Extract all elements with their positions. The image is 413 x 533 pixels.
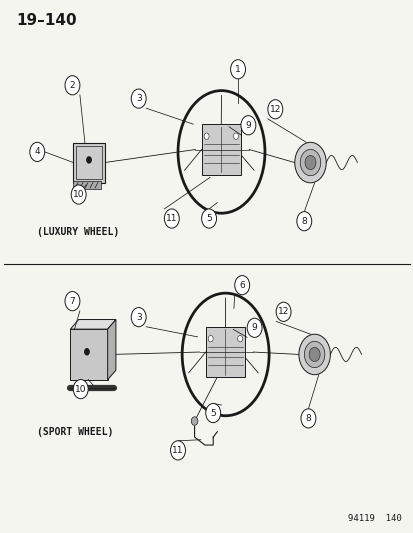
Text: 9: 9 xyxy=(251,324,257,332)
Circle shape xyxy=(204,133,209,139)
Circle shape xyxy=(86,156,92,164)
Circle shape xyxy=(300,409,315,428)
FancyBboxPatch shape xyxy=(205,327,244,377)
Circle shape xyxy=(84,348,90,356)
Circle shape xyxy=(299,149,320,176)
Circle shape xyxy=(304,341,324,368)
Polygon shape xyxy=(70,319,116,329)
Circle shape xyxy=(230,60,245,79)
Circle shape xyxy=(298,334,330,375)
Circle shape xyxy=(205,403,220,423)
Text: 3: 3 xyxy=(135,313,141,321)
Text: 9: 9 xyxy=(245,121,251,130)
Text: 1: 1 xyxy=(235,65,240,74)
Circle shape xyxy=(237,336,242,342)
Text: 94119  140: 94119 140 xyxy=(347,514,401,523)
Circle shape xyxy=(170,441,185,460)
Circle shape xyxy=(240,116,255,135)
Text: (LUXURY WHEEL): (LUXURY WHEEL) xyxy=(37,227,119,237)
FancyBboxPatch shape xyxy=(70,329,107,379)
Circle shape xyxy=(234,276,249,295)
Text: 4: 4 xyxy=(34,148,40,156)
Text: 7: 7 xyxy=(69,297,75,305)
Text: 12: 12 xyxy=(277,308,289,316)
Text: 5: 5 xyxy=(206,214,211,223)
Circle shape xyxy=(71,185,86,204)
Circle shape xyxy=(65,292,80,311)
Text: 12: 12 xyxy=(269,105,280,114)
Circle shape xyxy=(131,89,146,108)
Circle shape xyxy=(73,379,88,399)
Circle shape xyxy=(191,417,197,425)
Text: 19–140: 19–140 xyxy=(17,13,77,28)
Circle shape xyxy=(201,209,216,228)
Circle shape xyxy=(294,142,325,183)
Text: 2: 2 xyxy=(69,81,75,90)
Circle shape xyxy=(296,212,311,231)
Circle shape xyxy=(247,318,261,337)
FancyBboxPatch shape xyxy=(74,143,104,182)
Polygon shape xyxy=(107,319,116,379)
Text: 11: 11 xyxy=(172,446,183,455)
FancyBboxPatch shape xyxy=(201,124,240,175)
Text: 8: 8 xyxy=(305,414,311,423)
Circle shape xyxy=(275,302,290,321)
Circle shape xyxy=(233,133,238,139)
Text: 6: 6 xyxy=(239,281,244,289)
Text: 10: 10 xyxy=(73,190,84,199)
Circle shape xyxy=(304,156,315,169)
Circle shape xyxy=(131,308,146,327)
Circle shape xyxy=(208,336,213,342)
Circle shape xyxy=(164,209,179,228)
Text: 5: 5 xyxy=(210,409,216,417)
Circle shape xyxy=(267,100,282,119)
FancyBboxPatch shape xyxy=(74,181,101,189)
Text: 8: 8 xyxy=(301,217,306,225)
Circle shape xyxy=(65,76,80,95)
Text: 11: 11 xyxy=(166,214,177,223)
Text: (SPORT WHEEL): (SPORT WHEEL) xyxy=(37,427,113,437)
Text: 3: 3 xyxy=(135,94,141,103)
Circle shape xyxy=(309,348,319,361)
Circle shape xyxy=(30,142,45,161)
Text: 10: 10 xyxy=(75,385,86,393)
